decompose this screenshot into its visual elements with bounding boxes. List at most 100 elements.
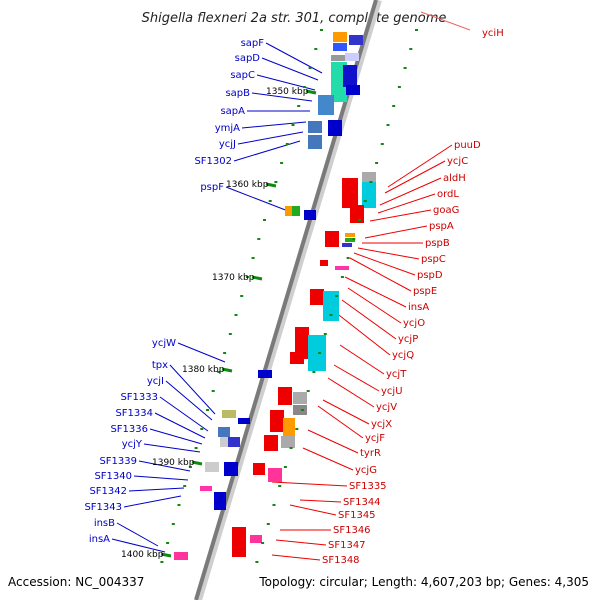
forward-gene-feature (214, 492, 226, 510)
reverse-gene-feature (295, 327, 309, 359)
gene-label-reverse[interactable]: ycjF (365, 433, 385, 444)
forward-gene-feature (218, 427, 230, 437)
gene-label-reverse[interactable]: aldH (443, 173, 466, 184)
gene-label-reverse[interactable]: pspB (425, 238, 450, 249)
forward-gene-feature (228, 437, 240, 447)
forward-gene-feature (333, 32, 347, 42)
left-leader-line (225, 186, 289, 212)
gene-label-reverse[interactable]: SF1345 (338, 510, 376, 521)
gene-label-forward[interactable]: ycjJ (219, 139, 236, 150)
right-leader-line (334, 311, 391, 356)
gene-label-reverse[interactable]: SF1344 (343, 497, 381, 508)
position-label: 1390 kbp (152, 458, 195, 468)
left-leader-line (237, 131, 304, 145)
gene-label-forward[interactable]: ycjI (147, 376, 164, 387)
gene-label-forward[interactable]: SF1339 (99, 456, 137, 467)
gene-label-forward[interactable]: SF1333 (120, 392, 158, 403)
accession-text: Accession: NC_004337 (8, 575, 144, 589)
gene-label-reverse[interactable]: yciH (482, 28, 504, 39)
gene-label-forward[interactable]: SF1336 (110, 424, 148, 435)
reverse-gene-feature (253, 463, 265, 475)
gene-label-forward[interactable]: sapF (241, 38, 265, 49)
kbp-tick (191, 460, 203, 466)
leaders (111, 42, 453, 561)
gene-label-forward[interactable]: SF1343 (84, 502, 122, 513)
gene-label-forward[interactable]: tpx (152, 360, 168, 371)
forward-gene-feature (308, 121, 322, 133)
reverse-gene-feature (345, 238, 355, 242)
kbp-tick (221, 367, 233, 373)
right-leader-line (339, 344, 385, 375)
left-leader-line (116, 522, 159, 547)
position-label: 1400 kbp (121, 550, 164, 560)
left-leader-line (128, 487, 185, 492)
left-leader-line (123, 495, 182, 508)
right-leader-line (341, 299, 397, 340)
position-label: 1350 kbp (266, 87, 309, 97)
gene-label-reverse[interactable]: puuD (454, 140, 481, 151)
gene-label-reverse[interactable]: tyrR (360, 448, 381, 459)
gene-label-forward[interactable]: ymjA (215, 123, 240, 134)
reverse-gene-feature (362, 182, 376, 208)
reverse-gene-feature (342, 243, 352, 247)
forward-gene-feature (258, 370, 272, 378)
gene-label-reverse[interactable]: ycjT (386, 369, 407, 380)
forward-gene-feature (345, 53, 359, 61)
gene-label-reverse[interactable]: SF1335 (349, 481, 387, 492)
topology-text: Topology: circular; Length: 4,607,203 bp… (258, 575, 589, 589)
gene-label-forward[interactable]: SF1302 (194, 156, 232, 167)
reverse-gene-feature (250, 535, 262, 543)
forward-gene-feature (205, 462, 219, 472)
gene-label-reverse[interactable]: pspE (413, 286, 437, 297)
gene-label-reverse[interactable]: pspC (421, 254, 446, 265)
gene-label-forward[interactable]: ycjY (122, 439, 143, 450)
gene-label-forward[interactable]: insA (89, 534, 110, 545)
gene-label-reverse[interactable]: ycjX (371, 419, 392, 430)
gene-label-reverse[interactable]: ycjO (403, 318, 425, 329)
gene-label-reverse[interactable]: goaG (433, 205, 459, 216)
left-leader-line (165, 380, 213, 421)
reverse-gene-feature (278, 387, 292, 405)
gene-label-reverse[interactable]: pspA (429, 221, 454, 232)
gene-label-reverse[interactable]: SF1346 (333, 525, 371, 536)
gene-label-reverse[interactable]: ycjC (447, 156, 468, 167)
forward-gene-feature (304, 210, 316, 220)
gene-label-reverse[interactable]: ycjQ (392, 350, 414, 361)
left-leader-line (133, 475, 189, 481)
gene-label-reverse[interactable]: ycjU (381, 386, 403, 397)
gene-label-forward[interactable]: sapC (230, 70, 255, 81)
reverse-gene-feature (310, 289, 324, 305)
right-leader-line (357, 247, 420, 260)
gene-label-forward[interactable]: ycjW (152, 338, 176, 349)
gene-label-reverse[interactable]: ycjG (355, 465, 377, 476)
right-leader-line (387, 144, 453, 188)
gene-label-reverse[interactable]: ordL (437, 189, 459, 200)
gene-label-forward[interactable]: SF1334 (115, 408, 153, 419)
forward-gene-feature (285, 206, 293, 216)
gene-label-forward[interactable]: SF1340 (94, 471, 132, 482)
right-leader-line (307, 429, 359, 454)
gene-label-forward[interactable]: sapA (220, 106, 245, 117)
gene-label-reverse[interactable]: ycjV (376, 402, 397, 413)
gene-label-reverse[interactable]: SF1347 (328, 540, 366, 551)
gene-label-forward[interactable]: insB (94, 518, 115, 529)
map-title: Shigella flexneri 2a str. 301, complete … (142, 11, 447, 26)
gene-label-forward[interactable]: sapD (235, 53, 261, 64)
labels-layer: 1350 kbp 1360 kbp 1370 kbp 1380 kbp 1390 kbp… (84, 28, 503, 566)
left-leader-line (265, 42, 323, 74)
gene-label-forward[interactable]: sapB (225, 88, 250, 99)
gene-label-reverse[interactable]: pspD (417, 270, 443, 281)
gene-label-forward[interactable]: SF1342 (89, 486, 127, 497)
ticks-layer (160, 29, 418, 563)
gene-label-reverse[interactable]: ycjP (398, 334, 418, 345)
gene-label-reverse[interactable]: SF1348 (322, 555, 360, 566)
reverse-gene-feature (308, 335, 326, 371)
right-leader-line (302, 447, 354, 471)
gene-label-forward[interactable]: pspF (200, 182, 224, 193)
right-leader-line (275, 539, 327, 546)
reverse-gene-feature (264, 435, 278, 451)
reverse-gene-feature (290, 352, 304, 364)
right-leader-line (364, 225, 428, 239)
reverse-gene-feature (323, 291, 339, 321)
gene-label-reverse[interactable]: insA (408, 302, 429, 313)
